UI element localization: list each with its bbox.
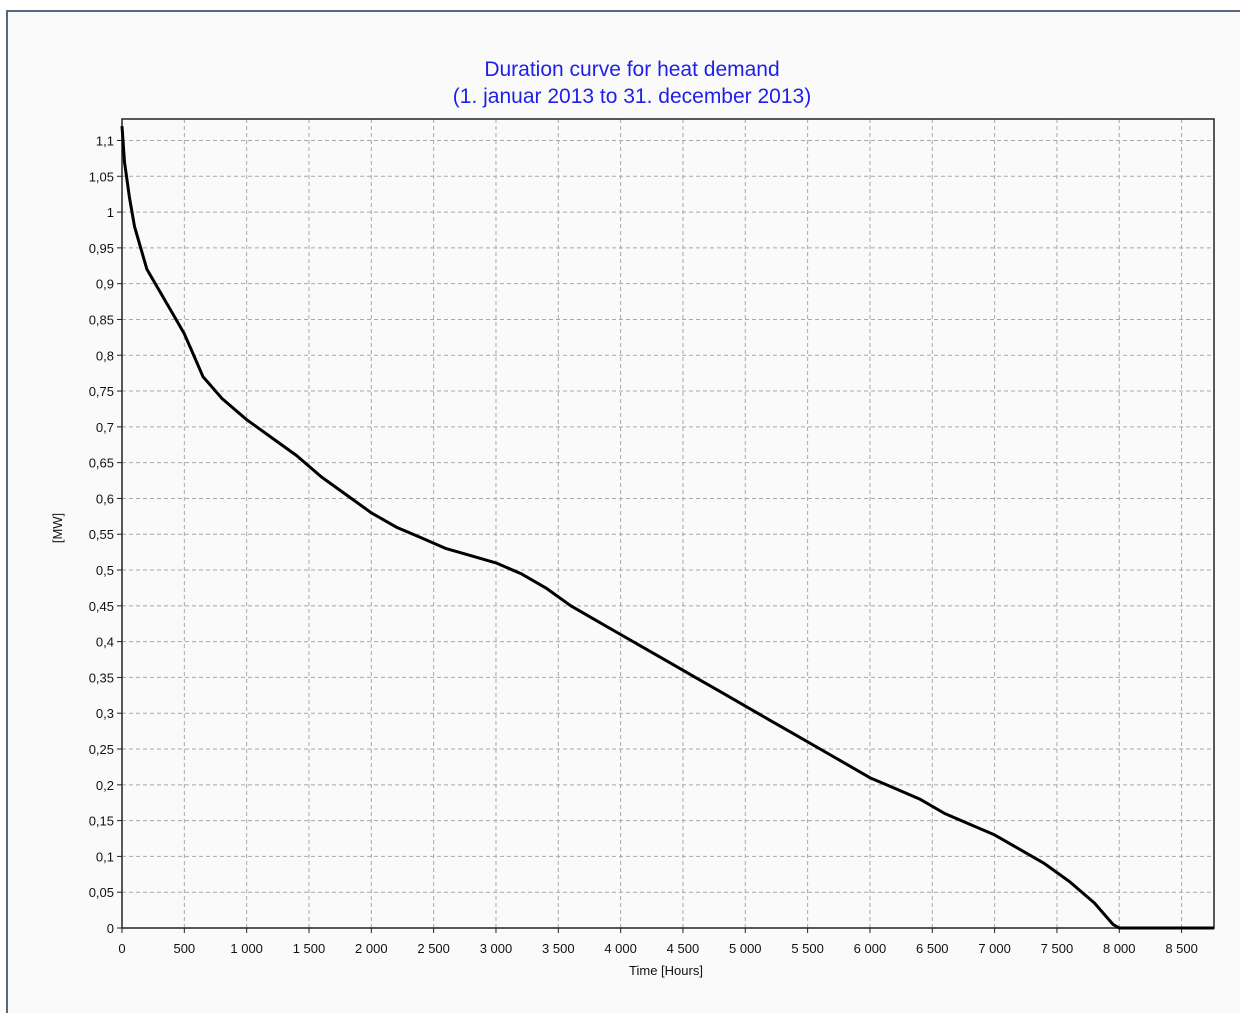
y-tick-label: 0,4 <box>96 635 114 650</box>
y-tick-label: 1,05 <box>89 169 114 184</box>
y-axis-label: [MW] <box>50 513 65 543</box>
x-tick-label: 3 000 <box>480 941 513 956</box>
y-tick-label: 0,45 <box>89 599 114 614</box>
x-tick-label: 5 500 <box>791 941 824 956</box>
y-tick-label: 0,7 <box>96 420 114 435</box>
x-tick-label: 2 500 <box>417 941 450 956</box>
x-tick-label: 8 000 <box>1103 941 1136 956</box>
x-tick-label: 7 000 <box>978 941 1011 956</box>
x-tick-label: 8 500 <box>1165 941 1198 956</box>
chart-subtitle: (1. januar 2013 to 31. december 2013) <box>453 85 811 108</box>
y-tick-label: 0,65 <box>89 456 114 471</box>
chart-title: Duration curve for heat demand <box>484 58 779 81</box>
grid-lines <box>122 119 1214 928</box>
y-tick-label: 0 <box>107 921 114 936</box>
axis-ticks: 0 500 1 000 1 500 2 000 2 500 3 000 3 500 4 000 4… <box>89 133 1198 956</box>
chart-canvas: Duration curve for heat demand (1. janua… <box>50 58 1215 978</box>
y-tick-label: 0,8 <box>96 348 114 363</box>
x-tick-label: 1 500 <box>293 941 326 956</box>
y-tick-label: 0,75 <box>89 384 114 399</box>
y-tick-label: 1 <box>107 205 114 220</box>
x-tick-label: 7 500 <box>1041 941 1074 956</box>
x-tick-label: 4 500 <box>667 941 700 956</box>
x-tick-label: 4 000 <box>604 941 637 956</box>
x-tick-label: 3 500 <box>542 941 575 956</box>
y-tick-label: 0,15 <box>89 814 114 829</box>
y-tick-label: 0,55 <box>89 527 114 542</box>
x-tick-label: 5 000 <box>729 941 762 956</box>
x-tick-label: 0 <box>118 941 125 956</box>
y-tick-label: 0,95 <box>89 241 114 256</box>
x-tick-label: 1 000 <box>230 941 263 956</box>
x-axis-label: Time [Hours] <box>629 963 703 978</box>
y-tick-label: 1,1 <box>96 133 114 148</box>
x-tick-label: 500 <box>173 941 195 956</box>
x-tick-label: 2 000 <box>355 941 388 956</box>
plot-area <box>121 118 1215 929</box>
y-tick-label: 0,25 <box>89 742 114 757</box>
y-tick-label: 0,2 <box>96 778 114 793</box>
y-tick-label: 0,1 <box>96 849 114 864</box>
series-line-heat-demand <box>120 126 1214 930</box>
x-tick-label: 6 000 <box>854 941 887 956</box>
y-tick-label: 0,9 <box>96 277 114 292</box>
y-tick-label: 0,35 <box>89 670 114 685</box>
x-tick-label: 6 500 <box>916 941 949 956</box>
chart-window: Duration curve for heat demand (1. janua… <box>6 10 1240 1013</box>
y-tick-label: 0,6 <box>96 491 114 506</box>
y-tick-label: 0,85 <box>89 312 114 327</box>
y-tick-label: 0,3 <box>96 706 114 721</box>
y-tick-label: 0,5 <box>96 563 114 578</box>
y-tick-label: 0,05 <box>89 885 114 900</box>
